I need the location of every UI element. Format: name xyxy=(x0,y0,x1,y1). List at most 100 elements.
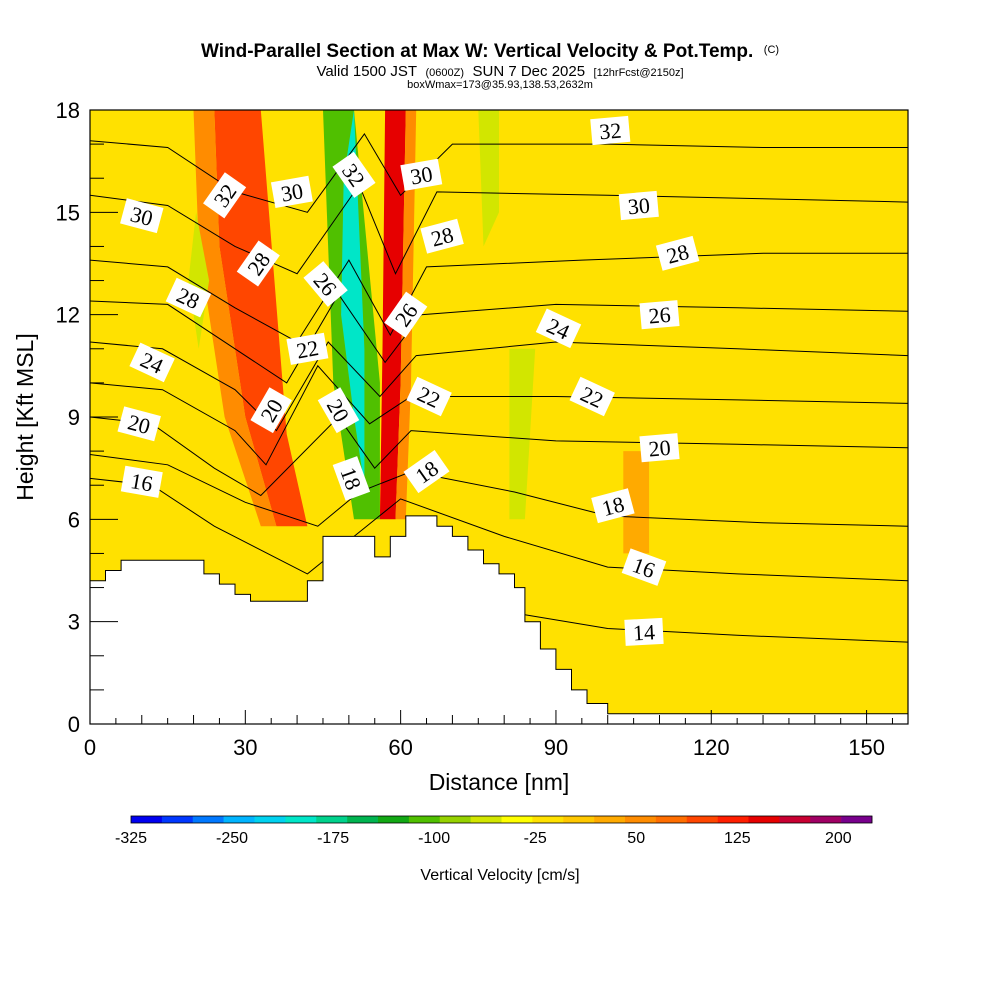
theta-label-21: 20 xyxy=(117,406,161,442)
velocity-region-4 xyxy=(341,110,365,486)
theta-label-box xyxy=(236,240,280,287)
theta-label-box xyxy=(403,450,450,494)
y-tick-label: 0 xyxy=(68,712,80,737)
theta-label-box xyxy=(117,406,161,442)
theta-label-box xyxy=(286,332,329,365)
chart-title: Wind-Parallel Section at Max W: Vertical… xyxy=(201,41,779,62)
theta-label-box xyxy=(535,308,582,349)
theta-label-box xyxy=(624,617,664,646)
colorbar-swatch xyxy=(347,816,379,823)
colorbar-tick-label: 50 xyxy=(627,830,645,847)
colorbar-swatch xyxy=(810,816,842,823)
theta-label-text: 30 xyxy=(408,161,434,189)
y-tick-label: 3 xyxy=(68,610,80,635)
colorbar-swatch xyxy=(779,816,811,823)
theta-label-box xyxy=(639,300,680,330)
colorbar: -325 -250 -175 -100 -25 50 125 200 xyxy=(115,815,873,847)
colorbar-swatch xyxy=(655,816,688,823)
theta-label-box xyxy=(120,465,163,498)
theta-contour-18 xyxy=(90,454,908,527)
colorbar-tick-label: -175 xyxy=(317,830,349,847)
colorbar-swatch xyxy=(748,816,780,823)
theta-label-box xyxy=(165,277,212,318)
theta-label-box xyxy=(639,433,680,463)
y-tick-label: 6 xyxy=(68,507,80,532)
theta-label-text: 30 xyxy=(279,178,305,206)
colorbar-swatch xyxy=(439,816,471,823)
theta-label-box xyxy=(317,387,360,434)
y-tick-label: 12 xyxy=(56,303,80,328)
theta-label-3: 30 xyxy=(400,158,443,191)
velocity-region-1 xyxy=(193,110,277,527)
colorbar-swatch xyxy=(378,816,410,823)
theta-label-box xyxy=(569,376,615,417)
theta-label-box xyxy=(590,115,631,146)
colorbar-swatch xyxy=(625,816,657,823)
x-tick-label: 60 xyxy=(388,735,412,760)
y-tick-label: 9 xyxy=(68,405,80,430)
theta-contour-24 xyxy=(90,341,908,432)
theta-label-text: 14 xyxy=(632,619,655,645)
theta-label-box xyxy=(618,190,659,221)
theta-label-box xyxy=(332,151,376,198)
theta-label-box xyxy=(621,548,667,586)
theta-label-26: 16 xyxy=(120,465,163,498)
y-axis: 0 3 6 9 12 15 18 xyxy=(56,98,118,737)
theta-label-box xyxy=(332,456,371,501)
theta-label-box xyxy=(120,198,164,234)
colorbar-swatch xyxy=(841,816,873,823)
colorbar-swatch xyxy=(223,816,255,823)
theta-label-20: 20 xyxy=(317,387,360,434)
theta-label-10: 28 xyxy=(655,235,700,271)
theta-label-7: 28 xyxy=(420,218,464,254)
theta-label-box xyxy=(270,175,313,209)
velocity-region-8 xyxy=(509,348,536,520)
theta-contour-16 xyxy=(90,477,908,582)
theta-label-28: 14 xyxy=(624,617,664,646)
chart-subtitle: Valid 1500 JST (0600Z) SUN 7 Dec 2025 [1… xyxy=(316,63,683,80)
colorbar-swatch xyxy=(316,816,348,823)
theta-label-text: 32 xyxy=(598,118,622,145)
colorbar-tick-label: -25 xyxy=(524,830,547,847)
velocity-region-9 xyxy=(623,451,650,554)
theta-label-22: 20 xyxy=(639,433,680,463)
theta-label-4: 32 xyxy=(590,115,631,146)
colorbar-swatch xyxy=(501,816,533,823)
theta-label-box xyxy=(250,387,292,434)
colorbar-swatch xyxy=(470,816,502,823)
x-tick-label: 30 xyxy=(233,735,257,760)
colorbar-swatch xyxy=(254,816,286,823)
colorbar-swatch xyxy=(563,816,595,823)
theta-contour-30 xyxy=(90,183,908,275)
velocity-region-0 xyxy=(214,110,308,527)
colorbar-title: Vertical Velocity [cm/s] xyxy=(420,867,579,884)
theta-contour-32 xyxy=(90,132,908,213)
colorbar-tick-label: 125 xyxy=(724,830,751,847)
velocity-layer xyxy=(188,110,650,554)
theta-label-text: 30 xyxy=(627,193,651,220)
theta-label-box xyxy=(203,172,247,219)
colorbar-tick-label: 200 xyxy=(825,830,852,847)
theta-label-5: 30 xyxy=(120,198,164,234)
colorbar-swatch xyxy=(408,816,441,823)
theta-label-box xyxy=(655,235,700,271)
theta-label-box xyxy=(406,376,452,417)
velocity-region-2 xyxy=(188,212,210,349)
colorbar-swatch xyxy=(285,816,317,823)
theta-label-box xyxy=(591,488,635,524)
x-tick-label: 150 xyxy=(848,735,885,760)
y-axis-title: Height [Kft MSL] xyxy=(12,333,38,500)
colorbar-tick-label: -325 xyxy=(115,830,147,847)
colorbar-frame xyxy=(130,815,873,824)
theta-label-text: 20 xyxy=(647,435,671,462)
colorbar-swatch xyxy=(131,816,163,823)
colorbar-swatch xyxy=(594,816,626,823)
theta-label-text: 26 xyxy=(647,302,671,329)
theta-label-box xyxy=(400,158,443,191)
theta-label-text: 22 xyxy=(294,335,320,363)
theta-label-13: 26 xyxy=(639,300,680,330)
theta-label-box xyxy=(384,291,428,338)
theta-label-text: 16 xyxy=(129,468,155,496)
y-tick-label: 18 xyxy=(56,98,80,123)
